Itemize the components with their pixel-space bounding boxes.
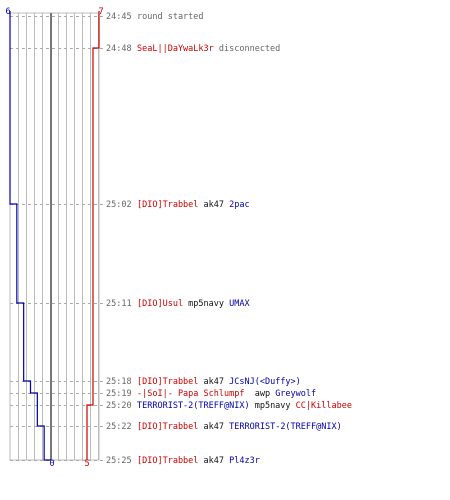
event-part: UMAX: [229, 299, 250, 309]
event-time: 25:19: [106, 389, 132, 399]
event-text: [DIO]Usul mp5navy UMAX: [137, 299, 250, 309]
event-part: SeaL||DaYwaLk3r: [137, 44, 214, 54]
event-time: 25:22: [106, 422, 132, 432]
event-part: 2pac: [229, 200, 249, 210]
event-part: disconnected: [214, 44, 281, 54]
event-part: ak47: [198, 377, 229, 387]
event-text: [DIO]Trabbel ak47 JCsNJ(<Duffy>): [137, 377, 301, 387]
event-part: ak47: [198, 456, 229, 466]
event-part: -|SoI|- Papa Schlumpf: [137, 389, 244, 399]
event-part: CC|Killabee: [296, 401, 352, 411]
red-team-alive-line: [86, 11, 100, 460]
event-row: 25:11 [DIO]Usul mp5navy UMAX: [106, 299, 250, 309]
blue-bottom-count: 0: [49, 459, 54, 469]
event-time: 25:02: [106, 200, 132, 210]
event-text: TERRORIST-2(TREFF@NIX) mp5navy CC|Killab…: [137, 401, 352, 411]
event-part: ak47: [198, 422, 229, 432]
event-part: [DIO]Trabbel: [137, 456, 198, 466]
event-row: 25:25 [DIO]Trabbel ak47 Pl4z3r: [106, 456, 260, 466]
event-text: [DIO]Trabbel ak47 Pl4z3r: [137, 456, 260, 466]
event-row: 24:48 SeaL||DaYwaLk3r disconnected: [106, 44, 280, 54]
event-part: Pl4z3r: [229, 456, 260, 466]
team-lines: [9, 11, 100, 461]
event-text: [DIO]Trabbel ak47 2pac: [137, 200, 250, 210]
event-log: 24:45 round started 24:48 SeaL||DaYwaLk3r d…: [106, 12, 352, 466]
event-row: 25:22 [DIO]Trabbel ak47 TERRORIST-2(TREFF…: [106, 422, 342, 432]
event-time: 24:45: [106, 12, 132, 22]
blue-top-count: 6: [5, 7, 10, 17]
blue-team-alive-line: [9, 11, 51, 461]
red-top-count: 7: [98, 7, 103, 17]
grid-frame: [9, 12, 100, 461]
event-text: SeaL||DaYwaLk3r disconnected: [137, 44, 280, 54]
grid: [9, 12, 104, 461]
event-text: round started: [137, 12, 204, 22]
event-part: awp: [244, 389, 275, 399]
event-row: 25:18 [DIO]Trabbel ak47 JCsNJ(<Duffy>): [106, 377, 301, 387]
event-part: ak47: [198, 200, 229, 210]
event-part: [DIO]Trabbel: [137, 422, 198, 432]
event-part: Greywolf: [275, 389, 316, 399]
event-row: 25:02 [DIO]Trabbel ak47 2pac: [106, 200, 250, 210]
event-time: 25:11: [106, 299, 132, 309]
red-bottom-count: 5: [84, 459, 89, 469]
event-part: [DIO]Trabbel: [137, 377, 198, 387]
event-part: mp5navy: [250, 401, 296, 411]
event-time: 24:48: [106, 44, 132, 54]
event-time: 25:25: [106, 456, 132, 466]
event-part: JCsNJ(<Duffy>): [229, 377, 301, 387]
event-row: 25:20 TERRORIST-2(TREFF@NIX) mp5navy CC|K…: [106, 401, 352, 411]
event-time: 25:18: [106, 377, 132, 387]
event-text: [DIO]Trabbel ak47 TERRORIST-2(TREFF@NIX): [137, 422, 342, 432]
event-part: round started: [137, 12, 204, 22]
event-row: 25:19 -|SoI|- Papa Schlumpf awp Greywolf: [106, 389, 316, 399]
event-part: mp5navy: [183, 299, 229, 309]
event-part: TERRORIST-2(TREFF@NIX): [137, 401, 250, 411]
event-part: [DIO]Trabbel: [137, 200, 198, 210]
event-part: [DIO]Usul: [137, 299, 183, 309]
event-text: -|SoI|- Papa Schlumpf awp Greywolf: [137, 389, 316, 399]
event-time: 25:20: [106, 401, 132, 411]
event-row: 24:45 round started: [106, 12, 204, 22]
count-labels: 6 7 0 5: [5, 7, 103, 469]
event-part: TERRORIST-2(TREFF@NIX): [229, 422, 342, 432]
